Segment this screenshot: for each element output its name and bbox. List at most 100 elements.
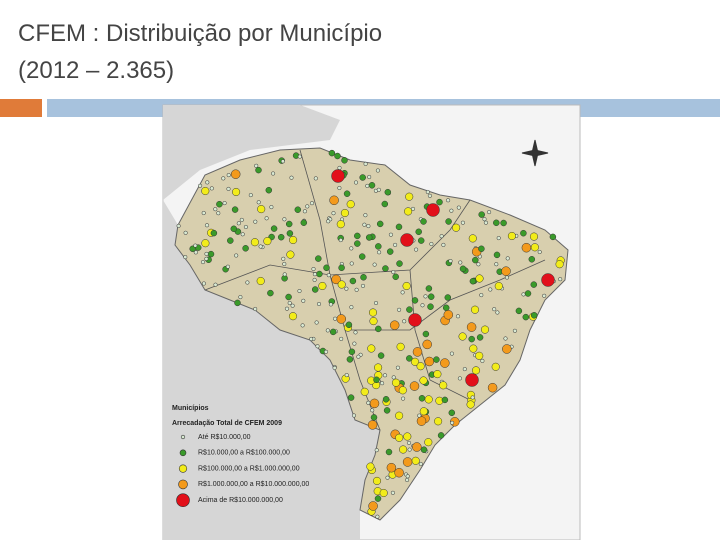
municipality-dot	[367, 344, 376, 353]
municipality-dot	[374, 495, 382, 502]
title-line: (2012 – 2.365)	[18, 57, 175, 84]
municipality-dot	[367, 420, 378, 430]
municipality-dot	[301, 298, 306, 303]
municipality-dot	[439, 381, 448, 390]
municipality-dot	[466, 322, 477, 332]
municipality-dot	[315, 255, 322, 262]
municipality-dot	[414, 247, 419, 252]
municipality-dot	[558, 277, 563, 282]
municipality-dot	[423, 294, 428, 299]
municipality-dot	[366, 400, 371, 405]
municipality-dot	[522, 313, 530, 321]
municipality-dot	[374, 363, 383, 372]
municipality-dot	[337, 280, 346, 289]
municipality-dot	[316, 301, 322, 307]
municipality-dot	[232, 187, 241, 197]
municipality-dot	[469, 277, 477, 285]
municipality-dot	[360, 283, 366, 288]
municipality-dot	[305, 204, 310, 209]
municipality-dot	[493, 251, 501, 259]
municipality-dot	[482, 217, 487, 222]
municipality-dot	[424, 438, 433, 447]
municipality-dot	[286, 250, 295, 259]
municipality-dot	[225, 264, 230, 269]
municipality-dot	[287, 300, 292, 306]
municipality-dot	[372, 476, 382, 485]
municipality-dot	[245, 280, 250, 285]
municipality-dot	[264, 216, 269, 221]
municipality-dot	[193, 250, 198, 255]
municipality-dot	[204, 256, 209, 261]
municipality-dot	[437, 432, 445, 439]
municipality-dot	[376, 220, 384, 228]
municipality-dot	[416, 416, 427, 426]
municipality-dot	[418, 461, 423, 467]
legend-marker	[179, 449, 187, 457]
municipality-dot	[478, 245, 485, 253]
municipality-dot	[282, 261, 287, 267]
municipality-dot	[312, 277, 317, 282]
municipality-dot	[347, 394, 355, 401]
municipality-dot	[221, 176, 226, 181]
municipality-dot	[427, 303, 434, 310]
municipality-dot	[410, 357, 420, 366]
municipality-dot	[555, 260, 564, 269]
municipality-dot	[313, 176, 318, 181]
municipality-dot	[450, 420, 455, 425]
legend-label: R$10.000,00 a R$100.000,00	[198, 450, 290, 457]
municipality-dot	[476, 262, 481, 267]
municipality-dot	[362, 222, 367, 227]
municipality-dot	[386, 248, 394, 255]
municipality-dot	[505, 256, 510, 261]
municipality-dot	[379, 488, 388, 498]
municipality-dot	[369, 398, 380, 409]
municipality-dot	[369, 317, 378, 326]
municipality-dot	[470, 395, 475, 400]
municipality-dot	[253, 306, 258, 312]
municipality-dot	[382, 373, 388, 378]
municipality-dot	[425, 189, 430, 195]
municipality-dot	[312, 272, 317, 277]
municipality-dot	[390, 490, 395, 495]
municipality-dot	[226, 186, 231, 191]
municipality-dot	[346, 356, 354, 363]
municipality-dot	[458, 260, 463, 265]
municipality-dot	[285, 293, 292, 301]
municipality-dot	[515, 307, 523, 315]
municipality-dot	[375, 243, 382, 250]
municipality-dot	[494, 262, 499, 267]
municipality-dot	[368, 182, 376, 189]
municipality-dot	[297, 154, 302, 159]
municipality-dot	[530, 281, 538, 288]
municipality-dot	[502, 344, 512, 354]
municipality-dot	[344, 286, 349, 291]
municipality-dot	[248, 193, 253, 198]
municipality-dot	[405, 477, 410, 483]
legend-label: R$1.000.000,00 a R$10.000.000,00	[198, 481, 309, 488]
municipality-dot	[420, 218, 427, 225]
municipality-dot	[494, 282, 503, 291]
municipality-dot	[391, 378, 401, 387]
municipality-dot	[402, 281, 411, 291]
municipality-dot	[493, 219, 500, 227]
municipality-dot	[403, 432, 412, 441]
municipality-dot	[405, 474, 410, 479]
legend-label: Acima de R$10.000.000,00	[198, 497, 283, 504]
municipality-dot	[449, 351, 454, 356]
municipality-dot	[441, 396, 449, 404]
legend-subtitle: Arrecadação Total de CFEM 2009	[172, 420, 282, 427]
municipality-dot	[323, 349, 329, 354]
municipality-dot	[374, 448, 379, 453]
municipality-dot	[471, 366, 481, 375]
legend: Municípios Arrecadação Total de CFEM 200…	[172, 405, 309, 508]
municipality-dot	[315, 344, 320, 349]
municipality-dot	[549, 233, 557, 241]
neighbor-country	[163, 105, 340, 200]
municipality-dot	[205, 180, 210, 185]
municipality-dot	[381, 200, 389, 208]
municipality-dot	[520, 229, 527, 237]
municipality-dot	[198, 183, 203, 188]
municipality-dot	[392, 273, 399, 281]
legend-marker	[178, 479, 188, 490]
municipality-dot	[440, 358, 450, 368]
